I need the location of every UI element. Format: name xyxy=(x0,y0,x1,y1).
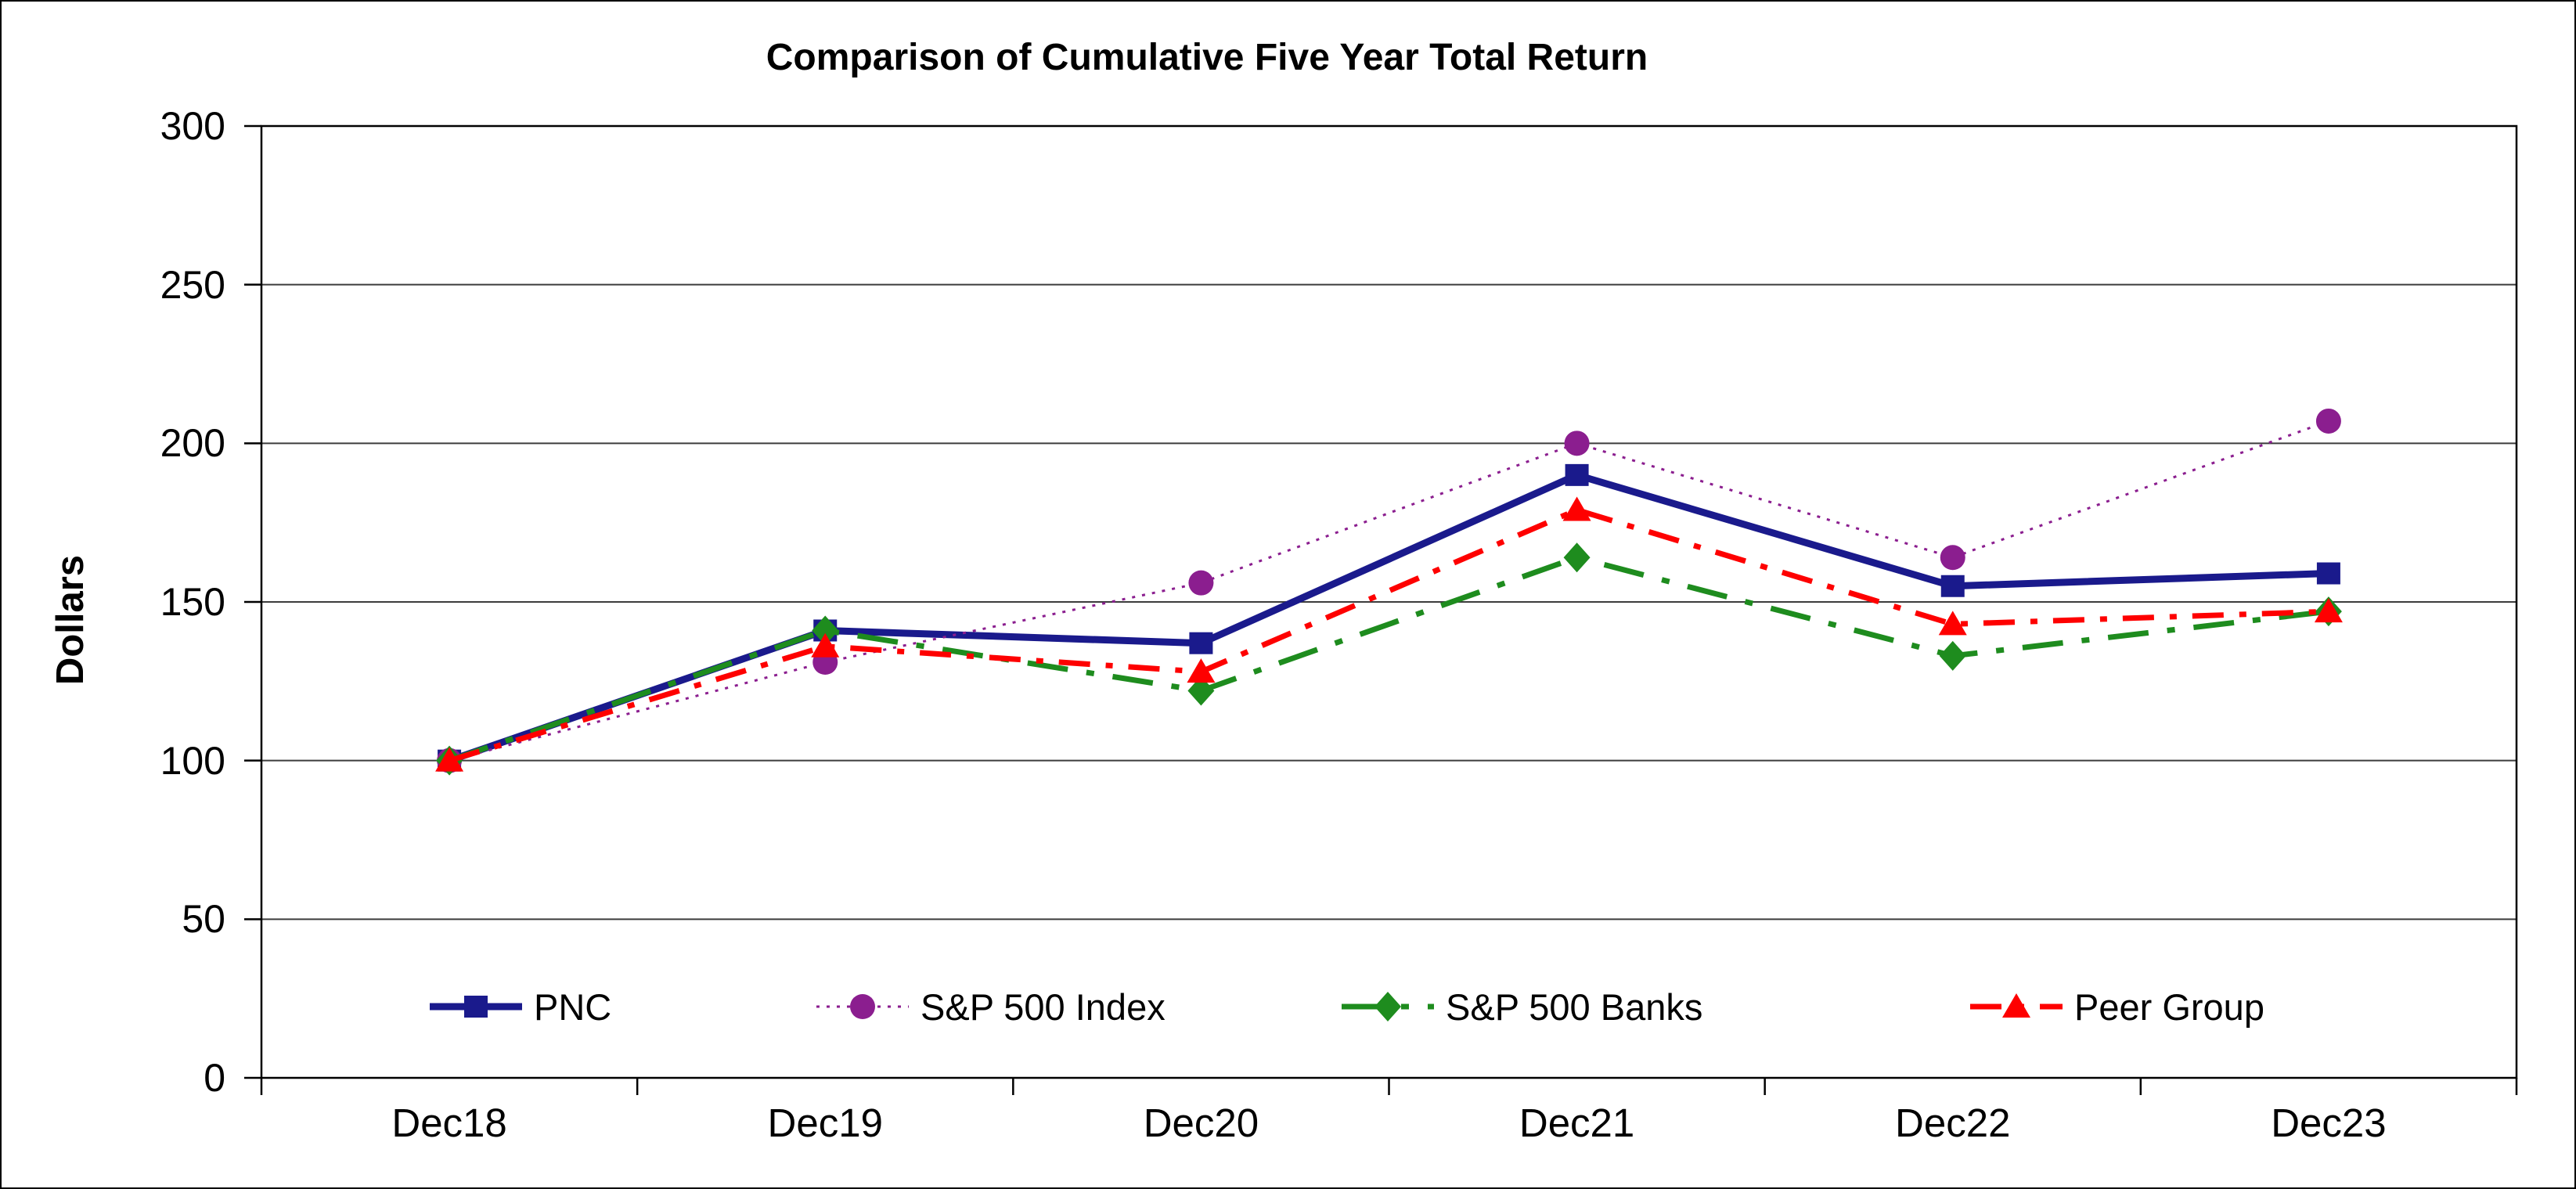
y-tick-label: 0 xyxy=(204,1056,225,1100)
x-tick-label: Dec19 xyxy=(767,1101,883,1145)
y-tick-label: 150 xyxy=(160,580,225,624)
legend-item-sp500-index: S&P 500 Index xyxy=(815,985,1166,1029)
sp500-index-line-circle-swatch xyxy=(816,994,909,1019)
x-tick-label: Dec20 xyxy=(1143,1101,1259,1145)
x-tick-label: Dec21 xyxy=(1519,1101,1635,1145)
y-tick-label: 300 xyxy=(160,104,225,148)
x-tick-label: Dec22 xyxy=(1895,1101,2011,1145)
y-tick-label: 200 xyxy=(160,421,225,466)
pnc-line-square-swatch xyxy=(430,996,522,1018)
y-tick-label: 100 xyxy=(160,738,225,783)
y-tick-label: 50 xyxy=(182,897,225,942)
legend-item-peer-group: Peer Group xyxy=(1969,985,2264,1029)
x-tick-label: Dec18 xyxy=(391,1101,507,1145)
legend-label: S&P 500 Banks xyxy=(1446,985,1703,1028)
legend-item-pnc: PNC xyxy=(428,985,611,1029)
legend-label: Peer Group xyxy=(2074,985,2264,1028)
chart-title: Comparison of Cumulative Five Year Total… xyxy=(766,37,1648,78)
legend-item-sp500-banks: S&P 500 Banks xyxy=(1340,985,1702,1029)
x-tick-label: Dec23 xyxy=(2271,1101,2387,1145)
legend-label: S&P 500 Index xyxy=(921,985,1166,1028)
sp500-banks-line-diamond-swatch xyxy=(1342,992,1434,1021)
peer-group-line-triangle-swatch xyxy=(1970,993,2063,1018)
y-tick-label: 250 xyxy=(160,262,225,307)
legend-label: PNC xyxy=(534,985,612,1028)
